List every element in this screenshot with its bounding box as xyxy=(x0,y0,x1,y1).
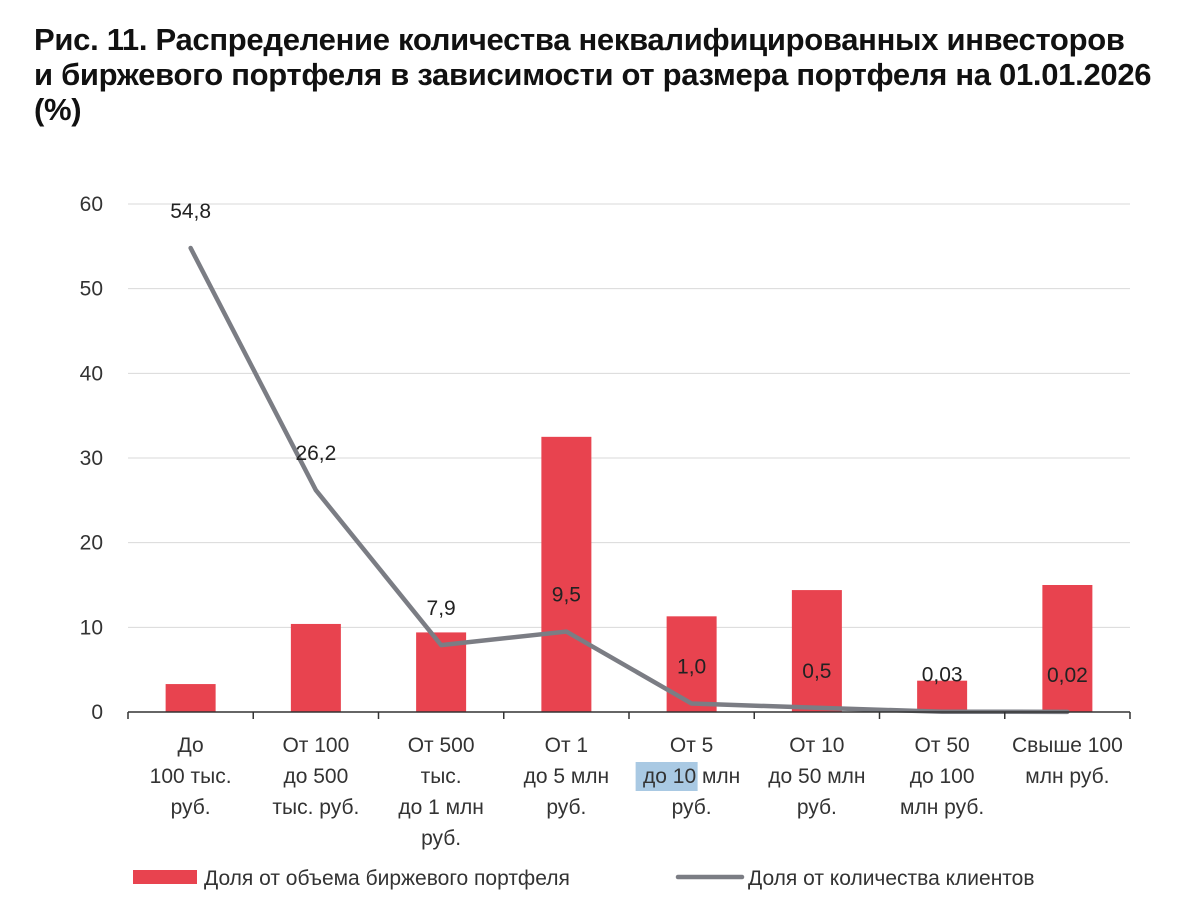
data-label: 1,0 xyxy=(677,656,706,679)
x-tick-label: руб. xyxy=(546,796,586,819)
bar-series xyxy=(165,436,1093,712)
bar xyxy=(791,590,842,712)
x-tick-label: млн руб. xyxy=(900,796,984,819)
bar xyxy=(917,680,968,712)
y-tick-label: 40 xyxy=(80,362,103,385)
bar xyxy=(541,436,592,712)
y-tick-label: 50 xyxy=(80,278,103,301)
chart-title-line-2: и биржевого портфеля в зависимости от ра… xyxy=(34,57,1152,92)
text-selection-highlight xyxy=(635,762,698,791)
x-tick-label: до 10 млн xyxy=(643,765,740,788)
data-label: 0,03 xyxy=(922,664,963,687)
x-tick-label: руб. xyxy=(421,827,461,850)
line-data-labels: 54,8 26,2 7,9 9,5 1,0 0,5 0,03 0,02 xyxy=(170,200,1088,687)
legend-swatch-bar xyxy=(133,870,197,884)
legend: Доля от объема биржевого портфеля Доля от… xyxy=(133,867,1035,890)
x-tick-label: До xyxy=(178,734,204,757)
x-tick-label: млн руб. xyxy=(1025,765,1109,788)
chart-title: Рис. 11. Распределение количества неквал… xyxy=(34,22,1154,127)
y-tick-label: 60 xyxy=(80,193,103,216)
x-axis-ticks: До 100 тыс. руб. От 100 до 500 тыс. руб. От 50… xyxy=(150,734,1123,850)
legend-label-line: Доля от количества клиентов xyxy=(748,867,1035,890)
series-line xyxy=(188,245,1070,715)
x-tick-label: до 5 млн xyxy=(524,765,610,788)
x-tick-label: до 500 xyxy=(283,765,348,788)
x-tick-label: От 5 xyxy=(670,734,713,757)
x-tick-label: до 100 xyxy=(910,765,975,788)
x-tick-label: тыс. xyxy=(421,765,462,788)
y-axis-ticks: 0 10 20 30 40 50 60 xyxy=(80,193,103,724)
x-tick-label: руб. xyxy=(672,796,712,819)
x-tick-label: От 100 xyxy=(282,734,349,757)
y-tick-label: 10 xyxy=(80,616,103,639)
x-axis xyxy=(127,711,1131,719)
bar xyxy=(290,623,341,712)
x-tick-label: От 500 xyxy=(408,734,475,757)
y-tick-label: 0 xyxy=(91,701,103,724)
x-tick-label: руб. xyxy=(797,796,837,819)
data-label: 54,8 xyxy=(170,200,211,223)
y-tick-label: 20 xyxy=(80,532,103,555)
data-label: 0,5 xyxy=(802,660,831,683)
x-tick-label: руб. xyxy=(171,796,211,819)
bar xyxy=(1042,585,1093,712)
data-label: 26,2 xyxy=(295,442,336,465)
data-label: 0,02 xyxy=(1047,664,1088,687)
x-tick-label: до 1 млн xyxy=(398,796,484,819)
chart-title-line-3: (%) xyxy=(34,92,82,127)
x-tick-label: Свыше 100 xyxy=(1012,734,1123,757)
x-tick-label: От 10 xyxy=(789,734,844,757)
x-tick-label: От 1 xyxy=(545,734,588,757)
bar xyxy=(165,684,216,712)
y-tick-label: 30 xyxy=(80,447,103,470)
x-tick-label: От 50 xyxy=(915,734,970,757)
x-tick-label: тыс. руб. xyxy=(272,796,359,819)
x-tick-label: до 50 млн xyxy=(768,765,865,788)
legend-label-bar: Доля от объема биржевого портфеля xyxy=(204,867,570,890)
x-tick-label: 100 тыс. xyxy=(150,765,232,788)
data-label: 7,9 xyxy=(427,597,456,620)
data-label: 9,5 xyxy=(552,584,581,607)
gridlines xyxy=(128,203,1130,628)
chart-title-line-1: Рис. 11. Распределение количества неквал… xyxy=(34,22,1125,57)
